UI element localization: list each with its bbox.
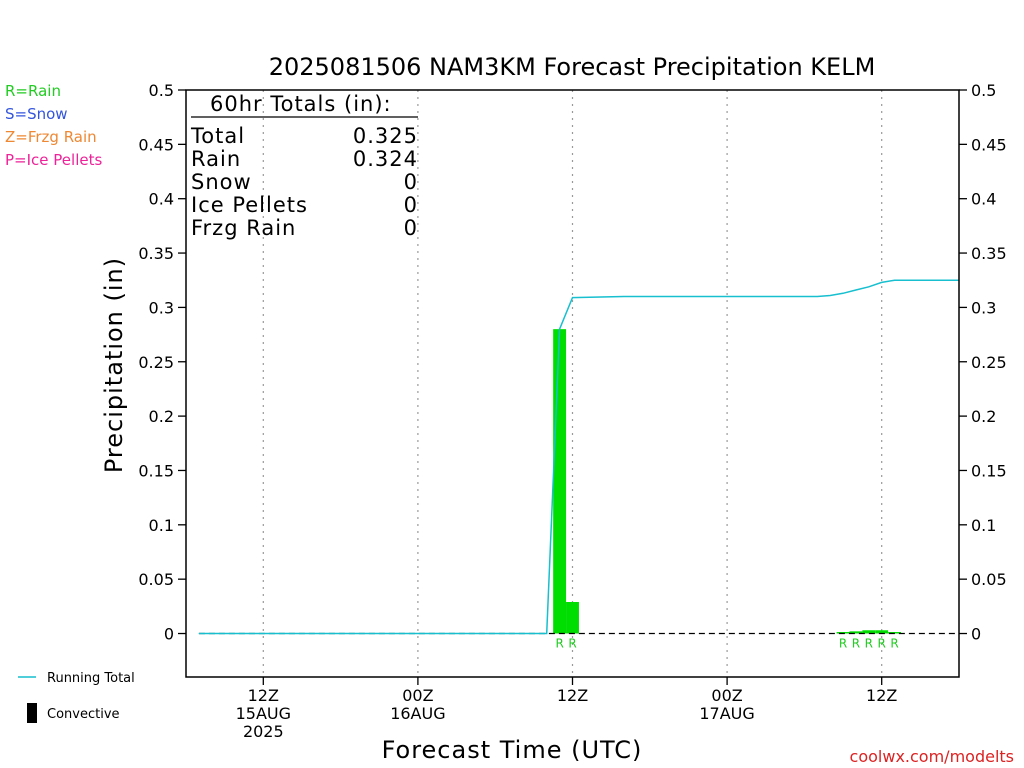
- totals-row-label: Ice Pellets: [191, 193, 308, 217]
- y-axis-label: Precipitation (in): [100, 257, 128, 473]
- convective-legend-swatch: [27, 703, 37, 723]
- precip-type-legend-item: S=Snow: [5, 105, 68, 123]
- precip-bar-6: [888, 632, 902, 634]
- y-tick-label-left: 0.3: [149, 298, 174, 317]
- precip-type-label-1: R: [568, 637, 576, 651]
- precip-bar-3: [849, 631, 863, 634]
- y-tick-label-left: 0.05: [138, 570, 174, 589]
- y-axis-right: 0 0.05 0.1 0.15 0.2 0.25 0.3 0.35 0.4 0.45 0.5: [959, 81, 1007, 644]
- y-tick-label-right: 0: [971, 625, 981, 644]
- precip-bar-4: [862, 630, 876, 634]
- totals-row-value: 0: [404, 216, 418, 240]
- y-tick-label-right: 0.3: [971, 298, 996, 317]
- precip-type-legend-item: R=Rain: [5, 82, 61, 100]
- totals-row-label: Frzg Rain: [191, 216, 296, 240]
- x-tick-label: 12Z: [557, 686, 588, 705]
- y-tick-label-left: 0.15: [138, 461, 174, 480]
- x-tick-label: 17AUG: [699, 704, 754, 723]
- totals-row-value: 0.325: [353, 124, 418, 148]
- y-tick-label-right: 0.4: [971, 190, 996, 209]
- precip-type-legend: R=Rain S=Snow Z=Frzg Rain P=Ice Pellets: [5, 82, 102, 169]
- y-tick-label-right: 0.35: [971, 244, 1007, 263]
- totals-header: 60hr Totals (in):: [210, 92, 392, 116]
- y-tick-label-right: 0.25: [971, 353, 1007, 372]
- running-total-series: [198, 279, 959, 635]
- precip-type-label-2: R: [839, 637, 847, 651]
- y-tick-label-left: 0.5: [149, 81, 174, 100]
- y-tick-label-left: 0.45: [138, 135, 174, 154]
- x-tick-label: 00Z: [711, 686, 742, 705]
- y-tick-label-left: 0.4: [149, 190, 174, 209]
- chart-title: 2025081506 NAM3KM Forecast Precipitation…: [269, 53, 876, 81]
- precip-type-label-6: R: [890, 637, 898, 651]
- totals-row-value: 0.324: [353, 147, 418, 171]
- x-tick-label: 16AUG: [390, 704, 445, 723]
- precip-bar-2: [836, 632, 850, 634]
- precip-bar-0: [553, 329, 567, 634]
- running-total-line: [198, 279, 959, 635]
- y-tick-label-left: 0.25: [138, 353, 174, 372]
- precip-bar-1: [566, 601, 579, 634]
- totals-row-label: Rain: [191, 147, 241, 171]
- x-tick-label: 12Z: [866, 686, 897, 705]
- precip-bar-5: [875, 630, 889, 634]
- precip-type-label-0: R: [555, 637, 563, 651]
- totals-row-value: 0: [404, 193, 418, 217]
- x-axis-label: Forecast Time (UTC): [382, 736, 643, 764]
- y-tick-label-left: 0.2: [149, 407, 174, 426]
- y-tick-label-right: 0.1: [971, 516, 996, 535]
- precip-type-label-3: R: [852, 637, 860, 651]
- precip-type-label-4: R: [865, 637, 873, 651]
- y-tick-label-left: 0.1: [149, 516, 174, 535]
- totals-row-label: Snow: [191, 170, 252, 194]
- x-tick-label: 15AUG: [236, 704, 291, 723]
- precip-type-legend-item: Z=Frzg Rain: [5, 128, 97, 146]
- y-tick-label-right: 0.15: [971, 461, 1007, 480]
- y-tick-label-right: 0.45: [971, 135, 1007, 154]
- y-axis-left: 0 0.05 0.1 0.15 0.2 0.25 0.3 0.35 0.4 0.45 0.5: [138, 81, 186, 644]
- y-tick-label-right: 0.2: [971, 407, 996, 426]
- y-tick-label-left: 0: [164, 625, 174, 644]
- x-tick-label: 12Z: [248, 686, 279, 705]
- series-legend: Running Total Convective: [18, 671, 135, 723]
- precip-type-label-5: R: [878, 637, 886, 651]
- y-tick-label-right: 0.05: [971, 570, 1007, 589]
- precip-type-legend-item: P=Ice Pellets: [5, 151, 102, 169]
- totals-row-value: 0: [404, 170, 418, 194]
- totals-box: 60hr Totals (in): Total 0.325 Rain 0.324 Sno…: [190, 92, 418, 240]
- x-tick-label: 00Z: [402, 686, 433, 705]
- convective-legend-label: Convective: [47, 707, 120, 722]
- x-tick-label: 2025: [243, 722, 284, 741]
- grid-lines: [262, 90, 883, 677]
- y-tick-label-right: 0.5: [971, 81, 996, 100]
- credit-text: coolwx.com/modelts: [850, 747, 1014, 766]
- running-total-legend-label: Running Total: [47, 671, 135, 686]
- y-tick-label-left: 0.35: [138, 244, 174, 263]
- totals-row-label: Total: [190, 124, 245, 148]
